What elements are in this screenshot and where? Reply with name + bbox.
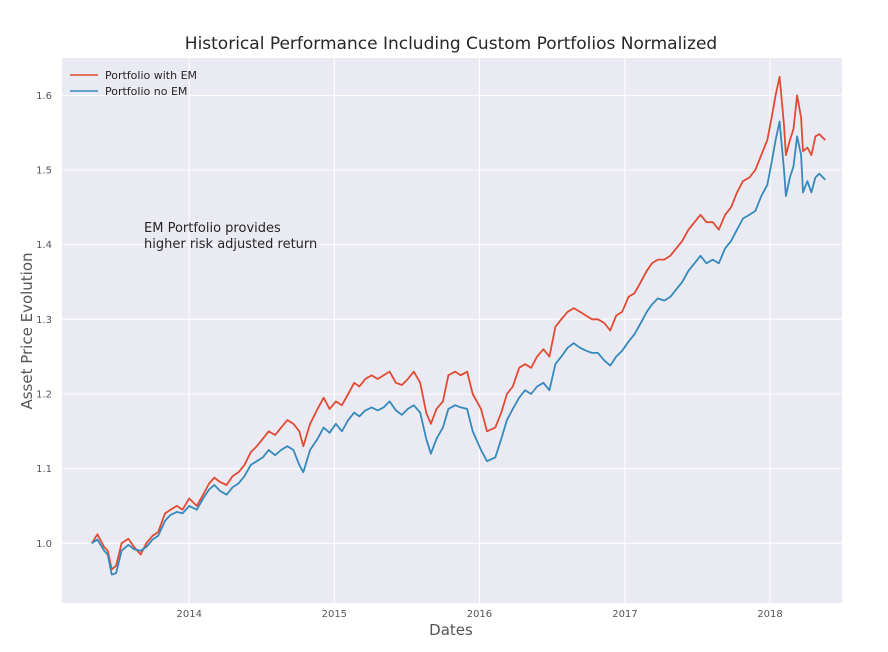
annotation-line-2: higher risk adjusted return [144,237,317,252]
y-tick-label: 1.6 [36,91,52,102]
x-tick-label: 2015 [322,609,347,620]
y-tick-label: 1.2 [36,389,52,400]
x-tick-label: 2017 [612,609,637,620]
x-tick-label: 2016 [467,609,492,620]
y-tick-label: 1.0 [36,539,52,550]
annotation-line-1: EM Portfolio provides [144,221,281,236]
y-tick-label: 1.4 [36,240,52,251]
x-tick-label: 2014 [176,609,201,620]
legend: Portfolio with EM Portfolio no EM [70,69,197,98]
axis-ticks: 2014 2015 2016 2017 2018 1.0 1.1 1.2 1.3 1.4 1.5 1.… [36,91,783,620]
legend-label-with-em: Portfolio with EM [105,69,197,82]
legend-label-no-em: Portfolio no EM [105,85,187,98]
y-tick-label: 1.5 [36,165,52,176]
y-axis-label: Asset Price Evolution [18,252,36,409]
chart-title: Historical Performance Including Custom … [185,34,717,54]
grid-lines [62,58,842,603]
x-axis-label: Dates [429,621,473,639]
y-tick-label: 1.1 [36,464,52,475]
series-line-no-em [91,120,826,576]
x-tick-label: 2018 [757,609,782,620]
series-line-with-em [91,75,826,571]
series-lines [91,75,826,576]
plot-area [62,58,842,603]
y-tick-label: 1.3 [36,315,52,326]
